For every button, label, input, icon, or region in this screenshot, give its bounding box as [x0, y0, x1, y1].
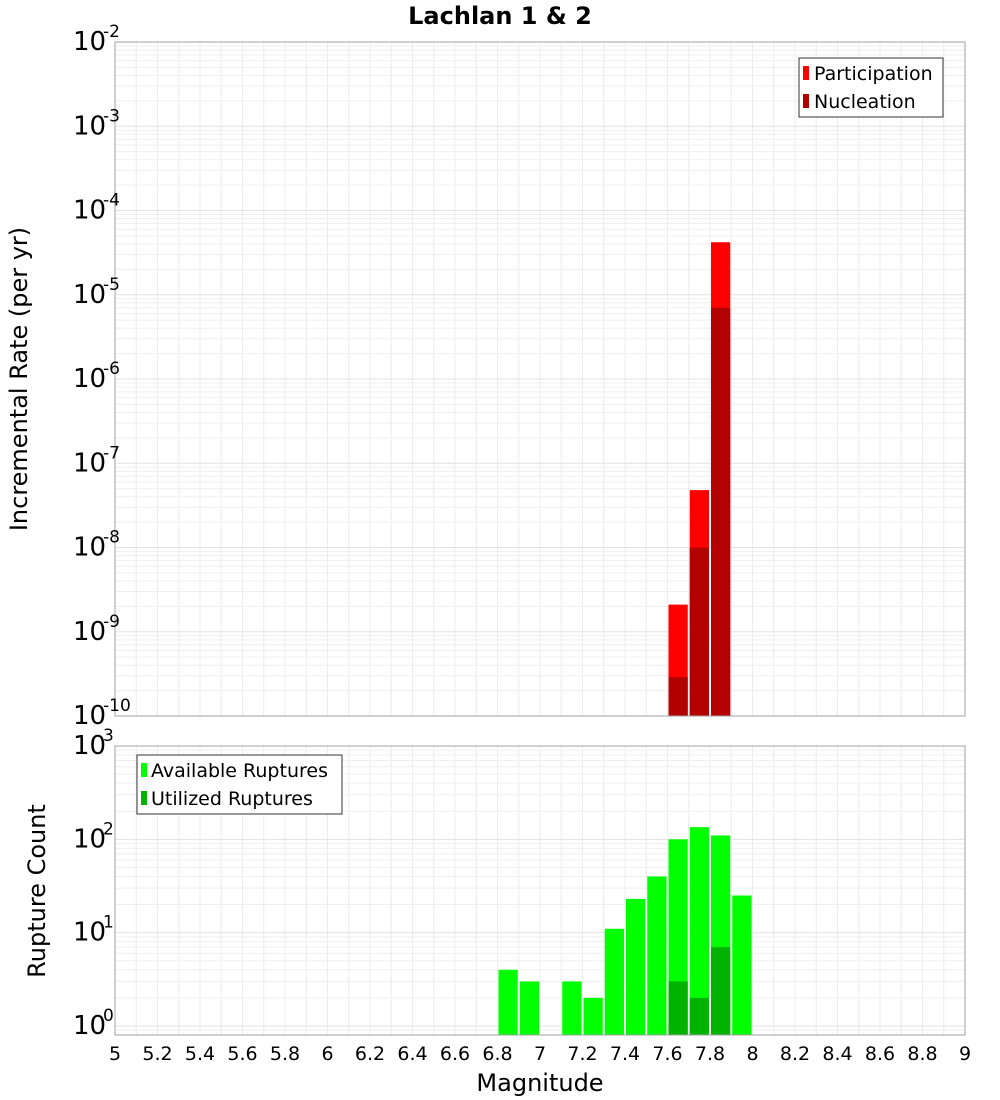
bar-available-ruptures [689, 827, 709, 1035]
y-tick-exponent: -8 [103, 528, 120, 548]
x-tick-label: 6.8 [482, 1043, 512, 1065]
y-tick-label: 10 [73, 448, 106, 478]
bar-available-ruptures [626, 898, 646, 1035]
top-y-axis-label: Incremental Rate (per yr) [5, 227, 33, 531]
legend-label-participation: Participation [814, 63, 933, 85]
top-legend-box [798, 57, 944, 118]
x-tick-label: 5.8 [270, 1043, 300, 1065]
bottom-plot-border [114, 745, 966, 1036]
x-tick-label: 8.8 [907, 1043, 937, 1065]
x-axis-label: Magnitude [476, 1069, 603, 1097]
x-tick-label: 7.2 [567, 1043, 597, 1065]
y-tick-exponent: -10 [103, 696, 131, 716]
y-tick-label: 10 [73, 364, 106, 394]
x-tick-label: 7.6 [652, 1043, 682, 1065]
y-tick-exponent: -7 [103, 443, 120, 463]
y-tick-exponent: 2 [103, 819, 114, 839]
y-tick-label: 10 [73, 27, 106, 57]
x-tick-label: 7.8 [695, 1043, 725, 1065]
y-tick-label: 10 [73, 111, 106, 141]
y-tick-label: 10 [73, 1011, 106, 1041]
top-legend: Participation Nucleation [798, 57, 944, 118]
y-tick-label: 10 [73, 701, 106, 731]
y-tick-exponent: -3 [103, 106, 120, 126]
x-tick-label: 6 [321, 1043, 333, 1065]
y-tick-exponent: -5 [103, 275, 120, 295]
y-tick-exponent: 1 [103, 913, 114, 933]
y-tick-exponent: -6 [103, 359, 120, 379]
bottom-bars [498, 827, 752, 1035]
bar-available-ruptures [732, 895, 752, 1035]
x-tick-label: 6.2 [355, 1043, 385, 1065]
legend-label-available: Available Ruptures [151, 760, 328, 782]
x-tick-label: 6.6 [440, 1043, 470, 1065]
legend-label-nucleation: Nucleation [814, 91, 916, 113]
x-tick-label: 5 [109, 1043, 121, 1065]
y-tick-exponent: -4 [103, 191, 120, 211]
x-tick-label: 6.4 [397, 1043, 427, 1065]
x-tick-label: 7 [534, 1043, 546, 1065]
bar-available-ruptures [498, 969, 518, 1035]
bar-nucleation [711, 307, 731, 716]
x-tick-label: 7.4 [610, 1043, 640, 1065]
bar-available-ruptures [562, 981, 582, 1035]
y-tick-label: 10 [73, 918, 106, 948]
x-tick-label: 8.6 [865, 1043, 895, 1065]
chart-title: Lachlan 1 & 2 [408, 2, 592, 30]
bar-nucleation [689, 547, 709, 716]
y-tick-label: 10 [73, 617, 106, 647]
legend-label-utilized: Utilized Ruptures [151, 788, 313, 810]
bar-available-ruptures [647, 876, 667, 1035]
y-tick-exponent: -9 [103, 612, 120, 632]
bottom-legend: Available Ruptures Utilized Ruptures [136, 754, 343, 815]
bar-available-ruptures [519, 981, 539, 1035]
y-tick-label: 10 [73, 731, 106, 761]
bar-utilized-ruptures [689, 997, 709, 1035]
x-tick-label: 8.4 [822, 1043, 852, 1065]
legend-swatch-available [141, 763, 147, 777]
x-tick-label: 9 [959, 1043, 971, 1065]
y-tick-label: 10 [73, 196, 106, 226]
bar-available-ruptures [583, 997, 603, 1035]
legend-swatch-participation [803, 66, 809, 80]
top-plot-border [114, 41, 966, 717]
x-tick-label: 5.6 [227, 1043, 257, 1065]
x-tick-label: 5.2 [142, 1043, 172, 1065]
x-tick-label: 8 [746, 1043, 758, 1065]
bottom-x-ticks: 5 5.2 5.4 5.6 5.8 6 6.2 6.4 6.6 6.8 7 7.2 7.4 7.6 7.8 8… [109, 1043, 971, 1065]
y-tick-exponent: 0 [103, 1006, 114, 1026]
x-tick-label: 5.4 [185, 1043, 215, 1065]
y-tick-label: 10 [73, 280, 106, 310]
legend-swatch-utilized [141, 791, 147, 805]
top-grid [114, 41, 966, 717]
y-tick-exponent: -2 [103, 22, 120, 42]
bar-nucleation [668, 677, 688, 716]
y-tick-label: 10 [73, 533, 106, 563]
x-tick-label: 8.2 [780, 1043, 810, 1065]
bar-available-ruptures [604, 928, 624, 1035]
top-bars [668, 242, 731, 716]
y-tick-exponent: 3 [103, 726, 114, 746]
bar-utilized-ruptures [711, 947, 731, 1035]
y-tick-label: 10 [73, 824, 106, 854]
bar-utilized-ruptures [668, 981, 688, 1035]
legend-swatch-nucleation [803, 94, 809, 108]
bottom-y-axis-label: Rupture Count [23, 804, 51, 978]
bottom-legend-box [136, 754, 343, 815]
